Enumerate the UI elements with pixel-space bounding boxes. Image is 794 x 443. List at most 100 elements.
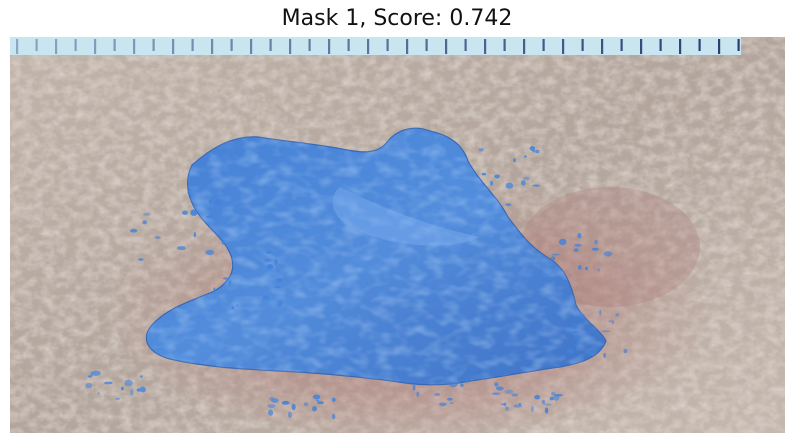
mask-speckle [594, 239, 598, 245]
mask-speckle [574, 243, 582, 247]
ruler-ticks [16, 39, 740, 54]
mask-speckle [551, 392, 556, 396]
ruler-tick [211, 39, 214, 54]
mask-speckle [601, 330, 610, 333]
mask-speckle [449, 402, 454, 404]
mask-speckle [521, 180, 526, 186]
mask-speckle [597, 268, 601, 272]
mask-speckle [331, 397, 336, 402]
mask-speckle [130, 228, 138, 233]
mask-speckle [266, 264, 274, 270]
mask-speckle [623, 348, 628, 354]
mask-speckle [532, 184, 540, 187]
mask-speckle [495, 386, 504, 391]
ruler-tick [718, 39, 721, 54]
mask-speckle [235, 304, 239, 307]
mask-speckle [433, 392, 441, 397]
ruler-tick [16, 39, 19, 54]
mask-speckle [611, 320, 615, 325]
mask-speckle [312, 394, 321, 400]
ruler-tick [737, 39, 740, 51]
mask-speckle [269, 396, 274, 401]
mask-speckle [416, 391, 420, 397]
mask-speckle [523, 176, 530, 181]
ruler-tick [230, 39, 233, 51]
ruler-tick [74, 39, 77, 51]
mask-speckle [569, 330, 579, 335]
mask-speckle [577, 233, 582, 239]
mask-speckle [206, 215, 212, 219]
mask-speckle [481, 172, 487, 176]
mask-speckle [193, 232, 197, 238]
mask-speckle [574, 334, 580, 341]
mask-speckle [303, 402, 309, 407]
mask-speckle [91, 370, 101, 376]
ruler-tick [347, 39, 350, 51]
mask-speckle [264, 258, 272, 263]
ruler-tick [523, 39, 526, 54]
mask-speckle [531, 405, 534, 413]
mask-speckle [274, 259, 278, 265]
ruler-tick [55, 39, 58, 54]
mask-speckle [551, 266, 556, 269]
mask-speckle [573, 248, 579, 253]
figure-title: Mask 1, Score: 0.742 [281, 6, 513, 31]
mask-speckle [129, 389, 134, 396]
ruler-tick [406, 39, 409, 54]
mask-speckle [585, 266, 589, 271]
mask-speckle [505, 182, 514, 189]
ruler-tick [328, 39, 331, 54]
ruler-tick [94, 39, 97, 54]
mask-speckle [276, 278, 282, 283]
ruler-tick [601, 39, 604, 54]
mask-speckle [504, 389, 514, 394]
mask-speckle [449, 382, 458, 388]
mask-speckle [513, 404, 522, 408]
mask-speckle [500, 403, 507, 406]
mask-speckle [599, 309, 602, 316]
mask-speckle [316, 399, 320, 402]
mask-speckle [460, 383, 464, 387]
mask-speckle [544, 407, 549, 414]
mask-speckle [142, 220, 147, 225]
mask-speckle [262, 295, 270, 301]
mask-speckle [549, 396, 554, 401]
ruler-tick [542, 39, 545, 51]
mask-speckle [121, 386, 124, 391]
mask-speckle [277, 300, 283, 307]
mask-speckle [551, 256, 556, 261]
ruler-tick [113, 39, 116, 51]
mask-speckle [115, 397, 120, 400]
ruler-tick [308, 39, 311, 51]
ruler-tick [386, 39, 389, 51]
ruler-tick [640, 39, 643, 54]
mask-texture [146, 128, 606, 385]
mask-speckle [553, 394, 560, 401]
mask-speckle [490, 181, 494, 186]
mask-speckle [266, 250, 272, 254]
mask-speckle [511, 393, 519, 397]
mask-speckle [541, 273, 549, 279]
ruler-tick [659, 39, 662, 51]
mask-speckle [281, 400, 290, 405]
ruler-tick [191, 39, 194, 51]
mask-speckle [273, 286, 281, 289]
mask-speckle [182, 210, 188, 215]
ruler-tick [581, 39, 584, 51]
mask-speckle [331, 413, 336, 420]
mask-speckle [603, 353, 606, 358]
mask-speckles [85, 146, 628, 420]
mask-speckle [124, 379, 133, 387]
wound-photo [10, 37, 785, 433]
mask-speckle [176, 246, 186, 251]
mask-speckle [317, 401, 324, 405]
mask-speckle [154, 236, 161, 239]
mask-speckle [287, 411, 292, 419]
ruler-tick [698, 39, 701, 51]
mask-speckle [551, 253, 561, 256]
mask-speckle [523, 155, 527, 158]
ruler-strip [10, 37, 741, 55]
mask-speckle [586, 350, 594, 355]
mask-speckle [267, 404, 276, 408]
mask-speckle [585, 345, 588, 348]
